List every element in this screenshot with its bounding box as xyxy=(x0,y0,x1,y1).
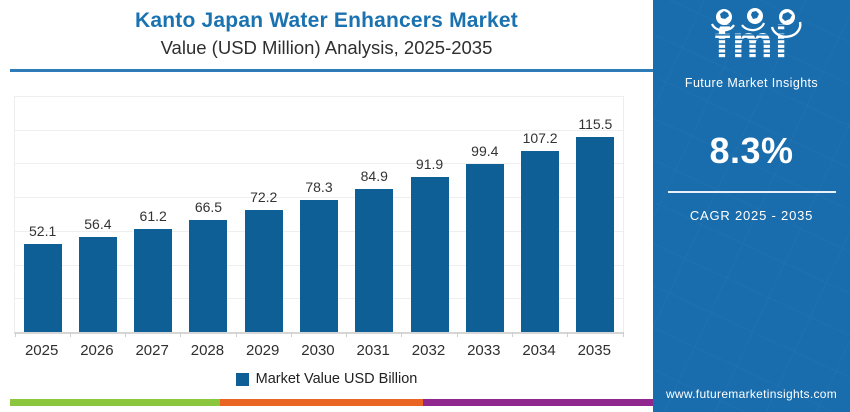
cagr-label: CAGR 2025 - 2035 xyxy=(689,208,814,223)
fmi-logo-text: fmi xyxy=(714,16,789,68)
cagr-divider-rule xyxy=(667,191,836,193)
bar-slot: 84.9 xyxy=(347,96,402,332)
x-axis-label-2033: 2033 xyxy=(467,342,501,359)
x-axis-label-2025: 2025 xyxy=(24,342,59,359)
stripe-segment-2 xyxy=(423,399,653,406)
bar-value-label: 107.2 xyxy=(522,130,558,147)
legend-label: Market Value USD Billion xyxy=(255,371,418,387)
axis-tick xyxy=(456,332,458,337)
axis-tick xyxy=(235,332,237,337)
axis-tick xyxy=(290,332,292,337)
x-axis-label-2035: 2035 xyxy=(577,342,611,359)
bar-value-label: 91.9 xyxy=(415,156,444,173)
bar-2029 xyxy=(244,210,283,332)
x-axis-labels: 2025 2026 2027 2028 2029 2030 2031 2032 2033 2034… xyxy=(14,342,622,359)
bar-value-label: 84.9 xyxy=(360,167,388,184)
website-link[interactable]: www.futuremarketinsights.com xyxy=(665,387,838,401)
chart-subtitle: Value (USD Million) Analysis, 2025-2035 xyxy=(160,37,493,58)
footer-color-stripe xyxy=(10,399,653,406)
bar-2034 xyxy=(521,151,560,332)
fmi-logo-tagline: Future Market Insights xyxy=(684,76,819,90)
bar-slot: 52.1 xyxy=(15,96,70,332)
axis-tick xyxy=(511,332,513,337)
x-axis-label-2031: 2031 xyxy=(356,342,390,359)
chart-title: Kanto Japan Water Enhancers Market xyxy=(135,9,518,32)
plot-area: 52.1 56.4 61.2 66.5 72.2 78.3 84.9 91.9 99.4 107.… xyxy=(14,96,624,337)
title-divider-rule xyxy=(10,69,653,72)
chart-panel: Kanto Japan Water Enhancers Market Value… xyxy=(0,9,653,406)
x-axis-label-2034: 2034 xyxy=(522,342,556,359)
bar-2025 xyxy=(23,244,62,332)
globe-icons xyxy=(710,8,801,38)
gridline xyxy=(15,197,623,199)
cagr-value: 8.3% xyxy=(709,130,794,171)
x-axis-label-2029: 2029 xyxy=(246,342,280,359)
fmi-logo-icon: fmi xyxy=(710,8,801,68)
axis-tick xyxy=(401,332,403,337)
brand-sidebar: fmi Future Market Insights 8.3% CAGR 202… xyxy=(653,0,850,412)
gridline xyxy=(15,163,623,165)
axis-tick xyxy=(567,332,569,337)
bar-slot: 56.4 xyxy=(70,96,125,332)
bar-value-label: 99.4 xyxy=(471,143,499,160)
bar-2028 xyxy=(189,219,228,332)
bar-value-label: 61.2 xyxy=(139,207,167,224)
axis-tick xyxy=(622,332,624,337)
bar-value-label: 78.3 xyxy=(305,179,333,196)
stripe-segment-1 xyxy=(220,399,423,406)
bar-2027 xyxy=(134,228,173,332)
bar-2030 xyxy=(299,200,338,332)
axis-tick xyxy=(125,332,127,337)
bar-slot: 115.5 xyxy=(568,96,623,332)
chart-legend: Market Value USD Billion xyxy=(0,371,653,387)
bar-value-label: 56.4 xyxy=(84,215,112,232)
axis-tick xyxy=(69,332,71,337)
bar-slot: 99.4 xyxy=(457,96,512,332)
bar-value-label: 115.5 xyxy=(578,116,613,133)
axis-tick xyxy=(346,332,348,337)
bar-value-label: 52.1 xyxy=(29,223,57,240)
bar-2031 xyxy=(355,188,394,332)
gridline xyxy=(15,96,623,97)
bar-slot: 91.9 xyxy=(402,96,457,332)
bar-slot: 78.3 xyxy=(291,96,346,332)
bar-2035 xyxy=(576,137,615,332)
x-axis-label-2032: 2032 xyxy=(411,342,446,359)
x-axis-label-2028: 2028 xyxy=(190,342,225,359)
bar-value-label: 72.2 xyxy=(250,189,278,206)
x-axis-label-2026: 2026 xyxy=(80,342,114,359)
x-axis-label-2027: 2027 xyxy=(135,342,169,359)
fmi-logo: fmi Future Market Insights xyxy=(653,0,850,90)
bar-2026 xyxy=(78,236,117,332)
bar-slot: 107.2 xyxy=(512,96,567,332)
bar-2032 xyxy=(410,177,449,332)
axis-tick xyxy=(14,332,16,337)
bar-slot: 72.2 xyxy=(236,96,291,332)
bar-slot: 61.2 xyxy=(126,96,181,332)
bar-2033 xyxy=(465,164,504,332)
stripe-segment-0 xyxy=(10,399,220,406)
bar-value-label: 66.5 xyxy=(194,198,223,215)
axis-tick xyxy=(180,332,182,337)
gridline xyxy=(15,129,623,131)
x-axis-label-2030: 2030 xyxy=(301,342,335,359)
bar-slot: 66.5 xyxy=(181,96,236,332)
legend-swatch-icon xyxy=(235,372,249,386)
